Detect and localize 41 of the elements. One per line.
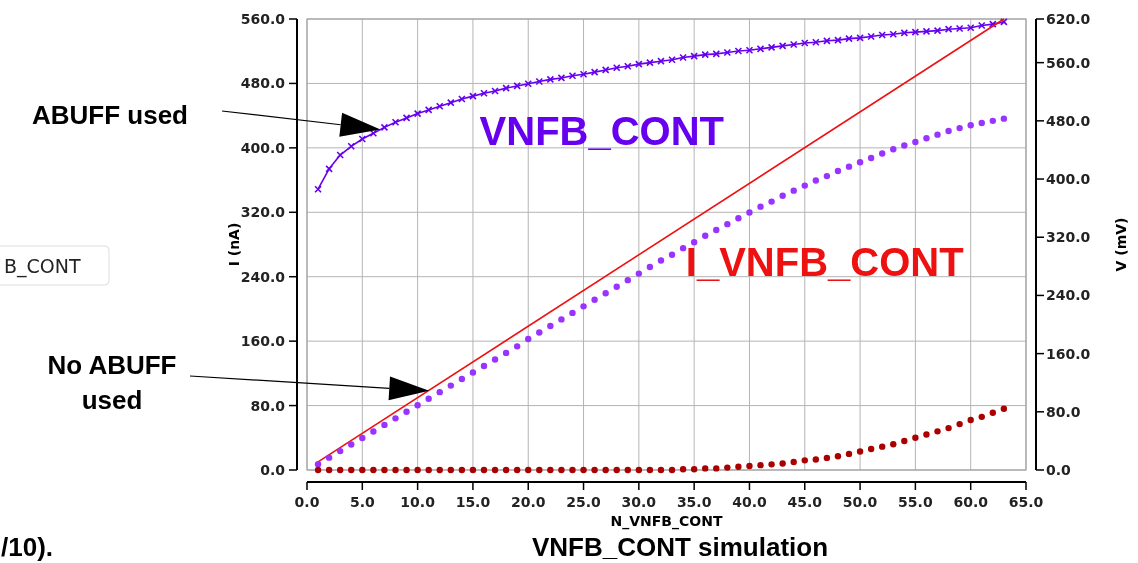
text: VNFB_CONT simulation	[531, 532, 829, 562]
y-axis-title: I (nA)	[226, 222, 242, 267]
x-tick-label: 60.0	[953, 494, 989, 510]
text: B_CONT	[4, 255, 81, 278]
text: ABUFF used	[32, 100, 188, 130]
y2-tick-label: 620.0	[1046, 11, 1091, 27]
x-tick-label: 20.0	[510, 494, 546, 510]
text: No ABUFF used	[47, 350, 177, 415]
y2-tick-label: 80.0	[1046, 403, 1081, 420]
x-axis-title: N_VNFB_CONT	[610, 513, 723, 530]
x-tick-label: 65.0	[1008, 494, 1044, 510]
y2-tick-label: 480.0	[1046, 112, 1091, 129]
x-tick-label: 55.0	[898, 494, 933, 510]
y2-axis-title: V (mV)	[1113, 217, 1129, 272]
y2-tick-label: 400.0	[1046, 171, 1091, 188]
x-tick-label: 35.0	[676, 494, 712, 510]
y-tick-label: 480.0	[240, 75, 286, 92]
y-tick-label: 400.0	[240, 139, 286, 156]
y2-tick-label: 160.0	[1046, 345, 1091, 362]
x-tick-label: 25.0	[566, 494, 602, 510]
y-tick-label: 160.0	[240, 333, 286, 350]
x-tick-label: 5.0	[349, 494, 375, 510]
x-tick-label: 50.0	[842, 494, 878, 510]
y2-tick-label: 240.0	[1046, 287, 1091, 304]
y-tick-label: 240.0	[240, 268, 286, 285]
x-tick-label: 40.0	[732, 494, 767, 510]
y-tick-label: 560.0	[240, 11, 286, 27]
series-label: I_VNFB_CONT	[685, 240, 964, 285]
x-tick-label: 10.0	[400, 494, 436, 510]
x-tick-label: 30.0	[621, 494, 657, 510]
y-tick-label: 80.0	[250, 397, 286, 414]
y2-tick-label: 560.0	[1046, 54, 1091, 71]
y-tick-label: 0.0	[260, 462, 286, 478]
y-tick-label: 320.0	[240, 204, 286, 221]
series-label: VNFB_CONT	[479, 109, 725, 154]
x-tick-label: 45.0	[787, 494, 823, 510]
x-tick-label: 15.0	[455, 494, 491, 510]
y2-tick-label: 0.0	[1046, 462, 1072, 478]
y2-tick-label: 320.0	[1046, 229, 1091, 246]
x-tick-label: 0.0	[294, 494, 320, 510]
text: /10).	[1, 532, 54, 562]
